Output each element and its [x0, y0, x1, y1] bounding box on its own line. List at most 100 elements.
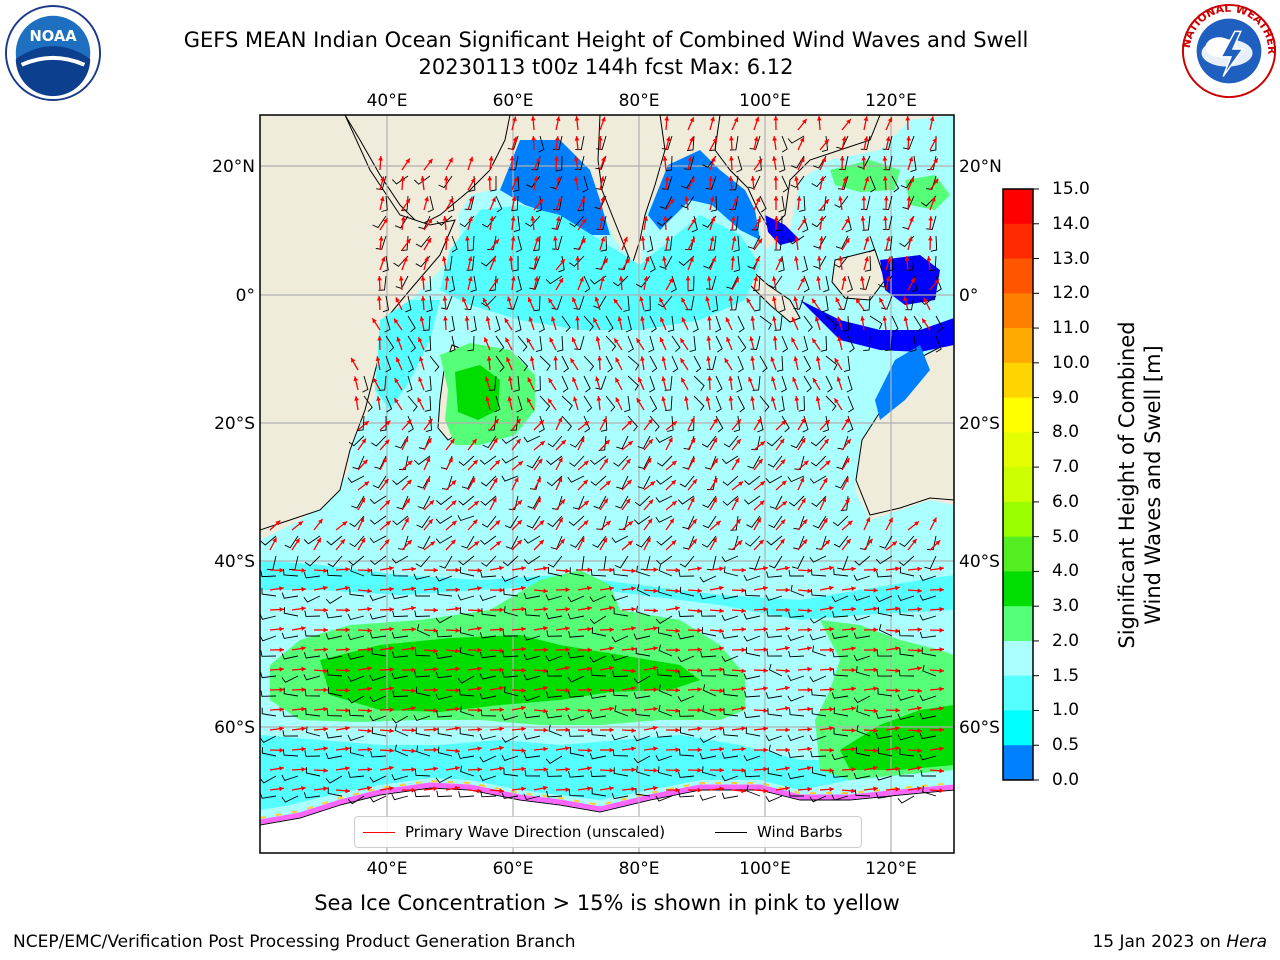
wave-arrow-head [581, 238, 586, 244]
wave-arrow-head [565, 706, 570, 712]
wave-arrow-head [653, 626, 658, 631]
wind-barb [919, 574, 937, 581]
wind-barb [392, 475, 409, 486]
colorbar-segment [1003, 432, 1033, 468]
wind-barb [746, 785, 761, 797]
wave-arrow-head [396, 336, 401, 342]
wave-arrow-head [511, 276, 516, 281]
wind-barb [897, 694, 915, 701]
wave-arrow-head [844, 418, 850, 423]
wind-barb [875, 712, 893, 719]
wind-barb [658, 564, 673, 577]
wave-arrow-head [614, 338, 619, 344]
wind-barb [385, 335, 395, 353]
wave-arrow-head [455, 687, 460, 693]
colorbar-segment [1003, 293, 1033, 329]
wind-barb [325, 595, 343, 604]
wind-barb [877, 607, 893, 617]
wave-arrow-head [812, 377, 818, 383]
wave-arrow-head [712, 537, 717, 543]
wave-arrow-head [644, 256, 650, 262]
wind-barb [407, 335, 416, 353]
wave-arrow-head [394, 318, 399, 324]
wave-arrow-head [513, 177, 518, 182]
wave-arrow-head [785, 645, 790, 651]
wind-barb [743, 495, 761, 505]
wave-arrow-head [557, 197, 562, 203]
wind-barb [429, 355, 440, 372]
wind-barb [501, 714, 519, 721]
wave-arrow-head [455, 567, 460, 573]
wave-arrow-head [914, 521, 919, 526]
wave-arrow-head [420, 296, 426, 301]
wave-arrow-head [384, 439, 390, 445]
wind-barb [539, 395, 551, 412]
wind-barb [876, 570, 893, 578]
wave-arrow-head [279, 647, 284, 653]
wind-barb [423, 315, 431, 332]
wind-barb [899, 566, 915, 577]
wave-arrow-head [709, 236, 715, 242]
wave-arrow-head [917, 648, 922, 653]
wind-barb [781, 175, 789, 193]
wind-barb [325, 612, 343, 619]
wave-arrow-head [428, 519, 433, 524]
wave-arrow-head [499, 766, 504, 771]
wind-barb [689, 335, 696, 353]
wave-arrow-head [873, 647, 878, 653]
wave-arrow-head [587, 766, 592, 771]
wave-arrow-head [785, 685, 790, 691]
wind-barb [392, 515, 409, 526]
colorbar-label-line2: Wind Waves and Swell [m] [1141, 345, 1165, 625]
wind-barb [504, 606, 519, 617]
wind-barb [459, 626, 475, 637]
wave-arrow-head [389, 786, 394, 791]
wave-arrow-head [301, 606, 306, 611]
wind-barb [304, 689, 321, 697]
wind-barb [863, 295, 871, 312]
wave-arrow-head [389, 626, 394, 632]
wave-arrow-head [529, 356, 535, 361]
wind-barb [745, 647, 761, 657]
sea-ice-fringe [260, 782, 954, 825]
wave-arrow-head [491, 197, 496, 202]
wind-barb [810, 455, 827, 467]
wind-barb [545, 612, 563, 620]
wave-arrow-head [640, 356, 645, 361]
wave-arrow-head [926, 256, 932, 261]
wave-arrow-head [692, 479, 697, 485]
wind-barb [875, 595, 893, 603]
wave-arrow-head [763, 708, 768, 713]
wave-arrow-head [385, 521, 391, 526]
wave-arrow-head [873, 708, 878, 714]
wave-arrow-head [675, 628, 680, 634]
wind-barb [635, 535, 651, 548]
wave-arrow-head [443, 316, 448, 321]
wave-arrow-head [351, 357, 356, 363]
wind-barb [552, 235, 563, 250]
wave-arrow-head [730, 256, 736, 261]
wave-arrow-head [873, 606, 878, 612]
wave-arrow-head [834, 358, 839, 364]
wave-arrow-head [802, 519, 808, 525]
wave-arrow-head [908, 236, 913, 242]
wave-arrow-head [707, 316, 712, 321]
wind-barb [832, 515, 849, 527]
wind-barb [391, 592, 409, 600]
wave-arrow-head [932, 517, 937, 523]
wave-arrow-head [653, 567, 658, 573]
wind-barb [710, 195, 718, 212]
wind-barb [728, 535, 739, 550]
wind-barb [831, 632, 849, 640]
southern-swell-4m [320, 635, 700, 712]
wind-barb [583, 375, 591, 393]
wind-barb [459, 646, 475, 657]
wind-barb [655, 495, 673, 503]
wave-arrow-head [627, 540, 633, 546]
wave-arrow-head [418, 377, 423, 382]
wind-barb [721, 555, 739, 563]
wind-barb [502, 630, 518, 637]
wave-arrow-head [653, 687, 658, 693]
wind-barb [701, 435, 717, 448]
